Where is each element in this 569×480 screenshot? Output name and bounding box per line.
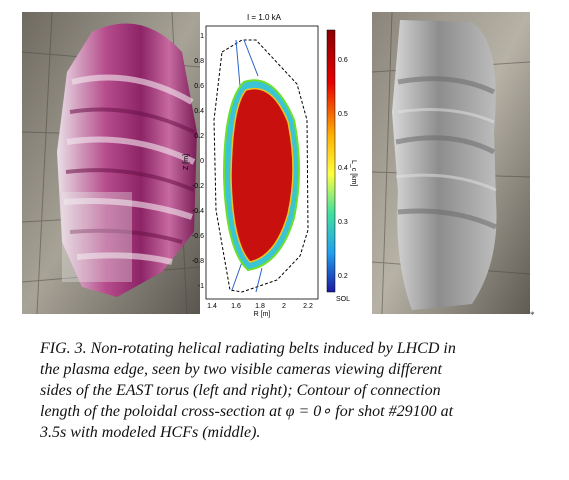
corner-marker: * (530, 310, 535, 320)
y-tick-label: -1 (198, 283, 204, 290)
x-tick-label: 1.4 (207, 303, 217, 310)
colorbar-tick-label: 0.5 (338, 111, 348, 118)
caption-line-5: 3.5s with modeled HCFs (middle). (40, 424, 261, 441)
y-tick-label: -0.2 (192, 183, 204, 190)
y-tick-label: -0.8 (192, 258, 204, 265)
y-tick-label: 0 (200, 158, 204, 165)
y-tick-label: -0.4 (192, 208, 204, 215)
y-tick-label: 0.4 (194, 108, 204, 115)
colorbar-tick-label: 0.3 (338, 219, 348, 226)
y-tick-label: -0.6 (192, 233, 204, 240)
colorbar (326, 29, 336, 293)
x-tick-label: 1.8 (255, 303, 265, 310)
figure-caption: FIG. 3. Non-rotating helical radiating b… (40, 338, 540, 443)
x-axis-label: R [m] (254, 311, 271, 318)
colorbar-bottom-label: SOL (336, 296, 350, 303)
panel-title: I = 1.0 kA (247, 13, 282, 22)
caption-line-3: sides of the EAST torus (left and right)… (40, 382, 441, 399)
y-tick-label: 0.8 (194, 58, 204, 65)
y-tick-label: 0.6 (194, 83, 204, 90)
caption-line-2: the plasma edge, seen by two visible cam… (40, 361, 442, 378)
caption-line-4: length of the poloidal cross-section at … (40, 403, 454, 420)
y-tick-label: 0.2 (194, 133, 204, 140)
colorbar-tick-label: 0.6 (338, 57, 348, 64)
separatrix-upper (235, 39, 259, 87)
plasma-core (230, 88, 294, 263)
y-axis-label: Z [m] (183, 154, 190, 170)
vessel-wall (213, 39, 309, 293)
x-tick-label: 2.2 (303, 303, 313, 310)
colorbar-tick-label: 0.4 (338, 165, 348, 172)
y-tick-label: 1 (200, 33, 204, 40)
x-tick-label: 2 (282, 303, 286, 310)
figure: I = 1.0 kA (22, 10, 535, 320)
separatrix-lower (231, 261, 263, 293)
colorbar-tick-label: 0.2 (338, 273, 348, 280)
caption-line-1: FIG. 3. Non-rotating helical radiating b… (40, 340, 456, 357)
left-camera-image (22, 12, 200, 314)
connection-length-contour-plot: I = 1.0 kA (182, 10, 370, 320)
right-camera-image (372, 12, 530, 314)
colorbar-label: L_c [km] (350, 160, 357, 187)
x-tick-label: 1.6 (231, 303, 241, 310)
